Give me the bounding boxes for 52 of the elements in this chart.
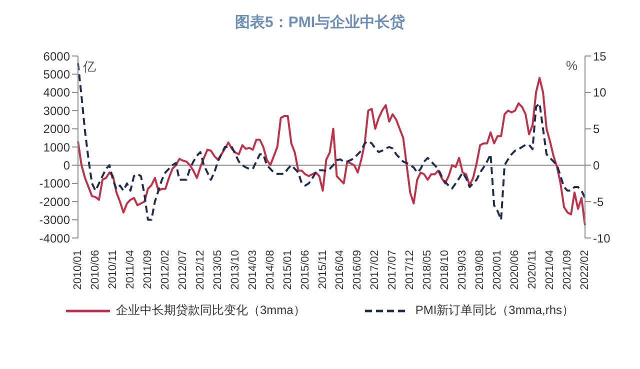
x-tick-label: 2017/02 xyxy=(369,250,382,290)
y-tick-label: 0 xyxy=(63,158,70,172)
x-tick-label: 2012/02 xyxy=(159,250,172,290)
y-tick-label: 4000 xyxy=(43,86,70,100)
x-tick-label: 2021/09 xyxy=(562,250,574,290)
x-tick-label: 2016/09 xyxy=(352,250,364,290)
legend-label: PMI新订单同比（3mma,rhs） xyxy=(415,302,574,319)
x-tick-label: 2017/12 xyxy=(404,250,416,290)
x-tick-label: 2015/11 xyxy=(316,250,329,289)
x-tick-label: 2010/01 xyxy=(72,250,84,290)
x-tick-label: 2022/02 xyxy=(579,250,591,290)
y-tick-label: 6000 xyxy=(43,49,70,64)
x-tick-label: 2020/01 xyxy=(492,250,504,290)
x-tick-label: 2021/04 xyxy=(544,250,556,290)
y2-tick-label: 15 xyxy=(593,49,607,64)
chart-title: 图表5：PMI与企业中长贷 xyxy=(234,13,406,33)
y2-tick-label: 5 xyxy=(593,122,600,136)
y2-tick-label: 10 xyxy=(593,86,607,100)
y-tick-label: 2000 xyxy=(43,122,70,136)
x-tick-label: 2012/12 xyxy=(194,250,206,290)
x-tick-label: 2010/11 xyxy=(106,250,119,289)
y-tick-label: -4000 xyxy=(39,231,70,246)
x-tick-label: 2019/03 xyxy=(456,250,469,290)
x-tick-label: 2020/06 xyxy=(509,250,522,290)
x-tick-label: 2011/09 xyxy=(142,250,154,289)
y-axis-title: 亿 xyxy=(83,58,96,76)
x-tick-label: 2015/06 xyxy=(299,250,312,290)
x-tick-label: 2014/08 xyxy=(264,250,276,290)
x-tick-label: 2017/07 xyxy=(386,250,399,290)
x-tick-label: 2020/11 xyxy=(526,250,539,289)
x-tick-label: 2014/03 xyxy=(246,250,259,290)
y-tick-label: -2000 xyxy=(39,194,70,209)
y2-tick-label: -5 xyxy=(593,194,604,209)
y-tick-label: 5000 xyxy=(43,67,70,82)
y-tick-label: -1000 xyxy=(39,176,70,191)
legend-label: 企业中长期贷款同比变化（3mma） xyxy=(116,302,306,319)
y2-tick-label: 0 xyxy=(593,158,600,172)
x-tick-label: 2010/06 xyxy=(89,250,102,290)
y-tick-label: -3000 xyxy=(39,213,70,228)
x-tick-label: 2019/08 xyxy=(474,250,486,290)
y-tick-label: 3000 xyxy=(43,104,70,118)
x-tick-label: 2013/05 xyxy=(212,250,224,290)
x-tick-label: 2018/05 xyxy=(422,250,434,290)
x-tick-label: 2013/10 xyxy=(229,250,242,290)
x-tick-label: 2015/01 xyxy=(282,250,294,290)
x-tick-label: 2016/04 xyxy=(334,250,346,290)
y-tick-label: 1000 xyxy=(43,140,70,154)
y2-axis-title: % xyxy=(566,58,578,73)
x-tick-label: 2018/10 xyxy=(439,250,452,290)
x-tick-label: 2012/07 xyxy=(176,250,189,290)
x-tick-label: 2011/04 xyxy=(124,250,136,289)
y2-tick-label: -10 xyxy=(593,231,611,246)
